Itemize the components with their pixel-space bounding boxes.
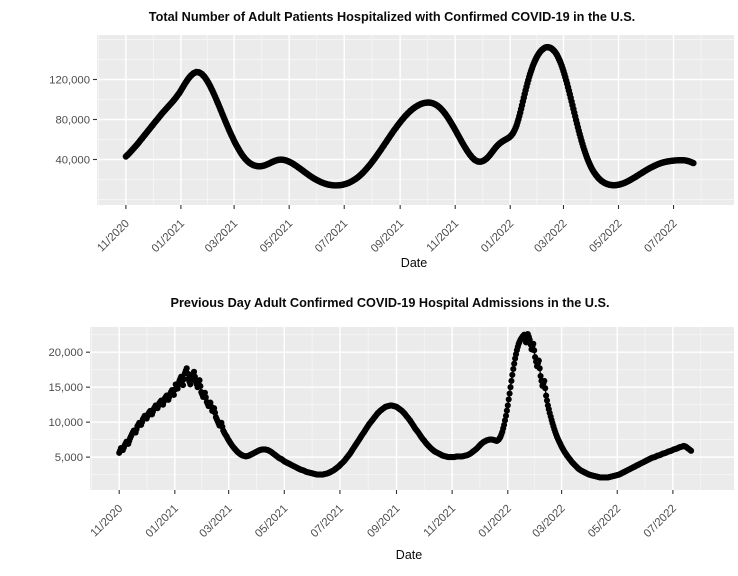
top-chart-panel: 40,000 80,000 120,000 11/2020 01/2021 03/2021… (49, 35, 734, 255)
bottom-y-tick-label: 5,000 (55, 452, 83, 464)
top-x-tick-label: 01/2021 (150, 218, 187, 255)
bottom-x-tick-label: 01/2021 (144, 503, 181, 540)
bottom-x-tick-label: 09/2021 (365, 503, 402, 540)
bottom-x-axis-title: Date (396, 548, 422, 562)
bottom-x-tick-label: 05/2022 (586, 503, 623, 540)
top-x-tick-label: 07/2022 (642, 218, 679, 255)
bottom-x-tick-label: 03/2022 (530, 503, 567, 540)
bottom-y-axis-labels: 5,000 10,000 15,000 20,000 (48, 347, 83, 464)
bottom-y-tick-label: 20,000 (48, 347, 83, 359)
top-x-axis-labels: 11/2020 01/2021 03/2021 05/2021 07/2021 09/20… (95, 218, 679, 255)
top-x-tick-label: 05/2022 (587, 218, 624, 255)
top-x-tick-label: 03/2022 (532, 218, 569, 255)
top-x-axis-title: Date (401, 256, 427, 270)
top-x-tick-label: 11/2021 (425, 218, 462, 255)
bottom-minor-gridlines (90, 327, 734, 490)
top-y-tick-label: 80,000 (55, 115, 90, 127)
bottom-y-tick-label: 15,000 (48, 382, 83, 394)
bottom-x-tick-label: 11/2021 (421, 503, 458, 540)
top-x-tick-label: 09/2021 (369, 218, 406, 255)
bottom-chart-title: Previous Day Adult Confirmed COVID-19 Ho… (171, 296, 610, 310)
top-y-tick-label: 40,000 (55, 155, 90, 167)
top-chart-title: Total Number of Adult Patients Hospitali… (149, 10, 635, 24)
bottom-tick-marks (86, 351, 674, 494)
top-x-tick-label: 03/2021 (203, 218, 240, 255)
bottom-x-tick-label: 07/2021 (309, 503, 346, 540)
bottom-x-tick-label: 03/2021 (197, 503, 234, 540)
top-data-points (122, 43, 697, 189)
top-x-tick-label: 01/2022 (479, 218, 516, 255)
bottom-y-tick-label: 10,000 (48, 417, 83, 429)
bottom-x-tick-label: 01/2022 (477, 503, 514, 540)
bottom-x-tick-label: 05/2021 (253, 503, 290, 540)
bottom-chart-panel: 5,000 10,000 15,000 20,000 11/2020 01/2021 03/… (48, 327, 734, 540)
top-x-tick-label: 05/2021 (258, 218, 295, 255)
top-y-axis-labels: 40,000 80,000 120,000 (49, 75, 90, 167)
top-y-tick-label: 120,000 (49, 75, 90, 87)
top-x-tick-label: 07/2021 (313, 218, 350, 255)
bottom-data-points (116, 330, 695, 481)
top-tick-marks (93, 78, 675, 209)
bottom-panel-background (90, 327, 734, 490)
bottom-x-tick-label: 11/2020 (89, 503, 126, 540)
bottom-x-tick-label: 07/2022 (642, 503, 679, 540)
top-x-tick-label: 11/2020 (95, 218, 132, 255)
chart-panels: 40,000 80,000 120,000 11/2020 01/2021 03/2021… (48, 35, 734, 540)
bottom-x-axis-labels: 11/2020 01/2021 03/2021 05/2021 07/2021 09/20… (89, 503, 679, 540)
